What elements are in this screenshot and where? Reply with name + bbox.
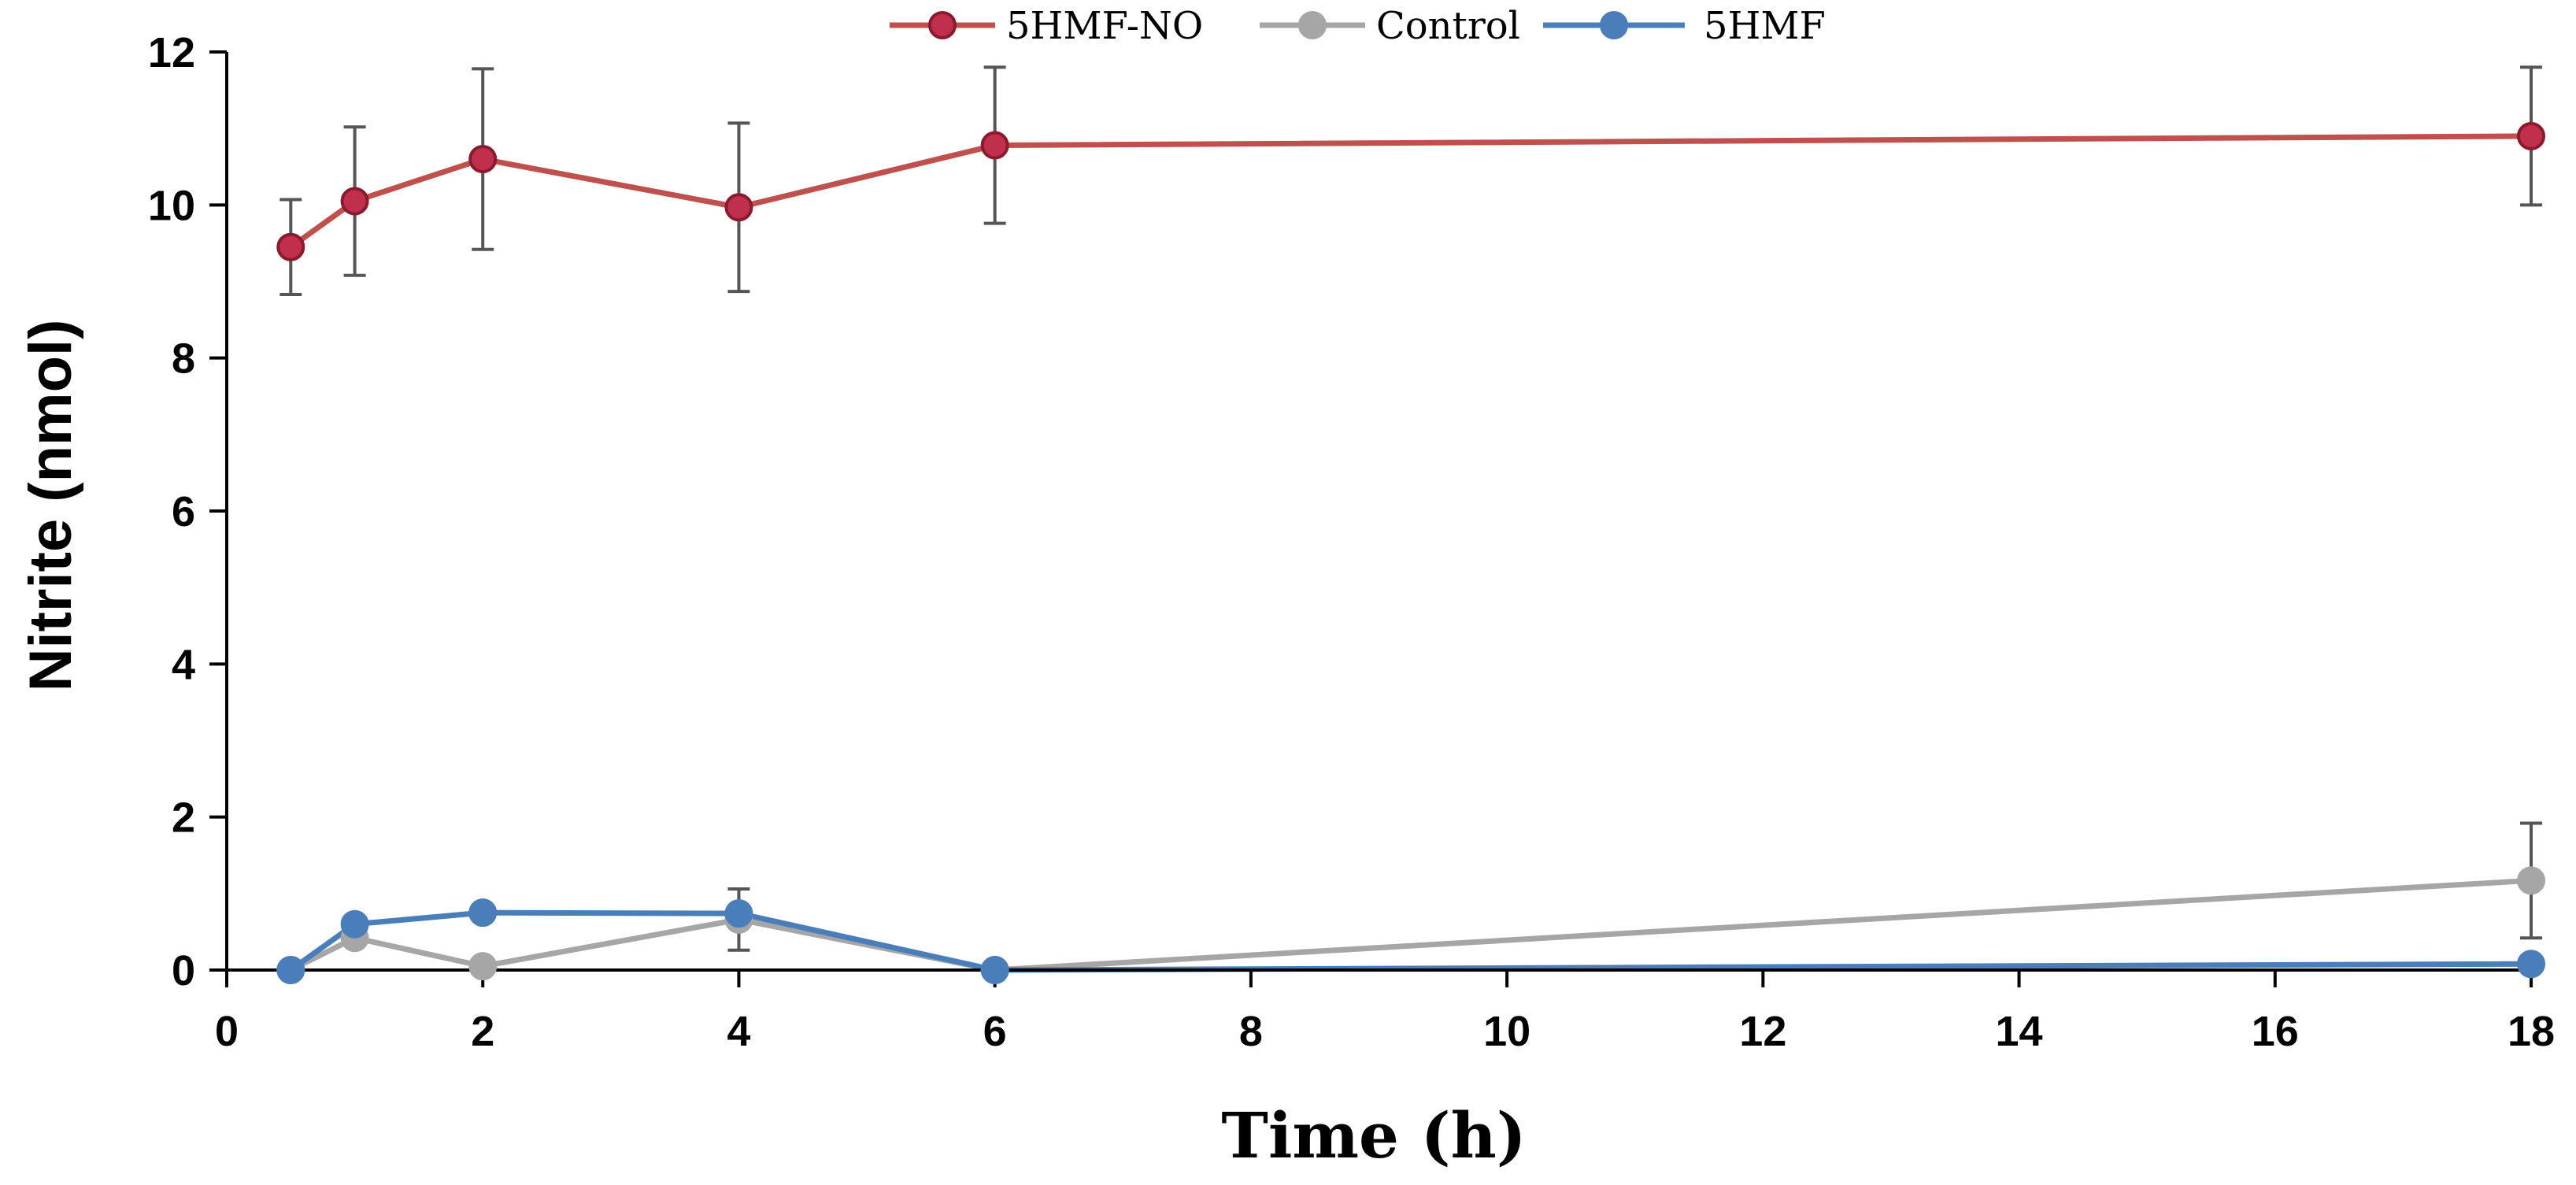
y-tick-label: 12 — [148, 29, 195, 76]
x-tick-label: 12 — [1739, 1008, 1786, 1055]
legend-label: 5HMF-NO — [1006, 4, 1203, 48]
axes-layer: 0 2 4 6 8 10 12 0 2 4 6 8 10 12 14 16 18 — [148, 29, 2555, 1055]
x-tick-label: 10 — [1483, 1008, 1530, 1055]
legend-label: 5HMF — [1704, 4, 1826, 48]
legend-marker — [1298, 11, 1327, 39]
5hmf-no-data-point — [724, 193, 753, 222]
legend-item-5hmf: 5HMF — [1543, 4, 1826, 48]
legend: 5HMF-NO Control 5HMF — [890, 4, 1826, 48]
legend-label: Control — [1376, 4, 1520, 48]
legend-marker — [928, 11, 957, 39]
x-tick-label: 18 — [2508, 1008, 2555, 1055]
y-tick-label: 10 — [148, 182, 195, 229]
control-series-line — [289, 877, 2532, 973]
5hmf-no-data-point — [980, 131, 1009, 160]
y-tick-label: 6 — [172, 488, 195, 535]
y-tick-label: 0 — [172, 947, 195, 994]
error-bars-layer — [279, 65, 2542, 952]
5hmf-no-series-line — [289, 133, 2532, 250]
legend-item-5hmf-no: 5HMF-NO — [890, 4, 1203, 48]
markers-layer — [276, 121, 2545, 984]
5hmf-no-data-point — [468, 145, 498, 174]
y-axis-title: Nitrite (nmol) — [17, 320, 84, 692]
5hmf-data-point — [276, 956, 305, 984]
x-tick-label: 6 — [983, 1008, 1007, 1055]
legend-marker — [1600, 11, 1628, 39]
5hmf-data-point — [340, 909, 369, 939]
5hmf-data-point — [980, 956, 1009, 984]
5hmf-no-data-point — [2517, 121, 2545, 150]
y-tick-label: 8 — [172, 335, 195, 383]
x-tick-label: 16 — [2252, 1008, 2299, 1055]
x-tick-label: 2 — [471, 1008, 494, 1055]
legend-item-control: Control — [1260, 4, 1520, 48]
control-data-point — [468, 952, 498, 981]
x-tick-label: 0 — [215, 1008, 239, 1055]
x-axis-title: Time (h) — [1221, 1098, 1526, 1172]
y-tick-label: 4 — [172, 641, 195, 688]
5hmf-data-point — [2517, 950, 2545, 979]
control-data-point — [2517, 866, 2545, 895]
series-lines-layer — [289, 133, 2532, 973]
5hmf-data-point — [724, 899, 753, 928]
5hmf-no-data-point — [276, 232, 305, 261]
y-tick-label: 2 — [172, 794, 195, 842]
x-tick-label: 4 — [727, 1008, 750, 1055]
5hmf-data-point — [468, 898, 498, 928]
5hmf-no-data-point — [340, 187, 369, 216]
x-tick-label: 8 — [1239, 1008, 1263, 1055]
x-tick-label: 14 — [1996, 1008, 2043, 1055]
